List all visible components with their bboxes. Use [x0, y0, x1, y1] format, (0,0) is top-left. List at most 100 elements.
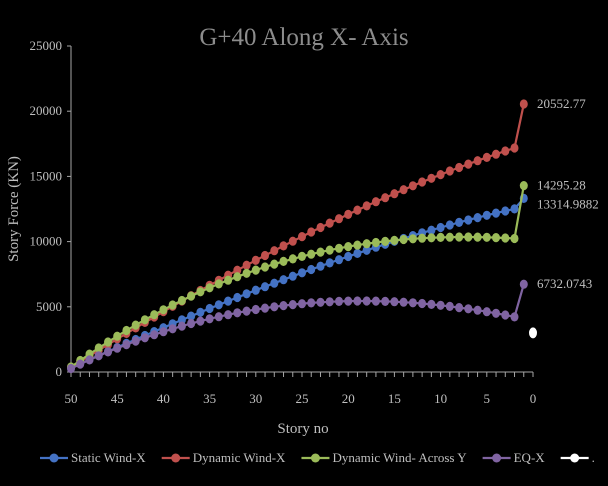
data-point	[233, 308, 242, 318]
data-point	[519, 181, 528, 191]
data-point	[362, 239, 371, 249]
data-point	[325, 218, 334, 228]
chart-title: G+40 Along X- Axis	[199, 24, 408, 51]
data-point	[418, 177, 427, 187]
data-point	[94, 351, 103, 361]
data-point	[214, 279, 223, 289]
data-point	[261, 282, 269, 292]
data-point	[501, 310, 510, 320]
data-point	[251, 255, 260, 265]
data-point	[436, 222, 445, 233]
data-point	[344, 296, 353, 306]
data-point	[353, 205, 362, 215]
data-point	[353, 296, 362, 306]
data-point	[261, 250, 269, 261]
data-point	[279, 256, 288, 266]
data-point	[316, 222, 325, 233]
data-point	[214, 300, 223, 310]
data-point	[371, 197, 380, 207]
x-tick-label: 0	[530, 391, 537, 406]
legend-marker	[570, 453, 580, 463]
legend: Static Wind-X Dynamic Wind-X Dynamic Wind-…	[40, 450, 595, 465]
series-4	[529, 327, 537, 339]
x-tick-label: 10	[434, 391, 447, 406]
data-point	[519, 99, 528, 109]
data-point	[344, 242, 353, 252]
data-point	[224, 296, 233, 306]
end-labels: 13314.9882 20552.77 14295.28 6732.0743	[537, 96, 599, 291]
legend-label: Dynamic Wind- Across Y	[332, 450, 467, 465]
data-point	[436, 300, 445, 310]
data-point	[94, 343, 103, 353]
data-point	[261, 262, 269, 272]
data-point	[501, 146, 510, 156]
data-point	[436, 170, 445, 180]
legend-label: .	[592, 450, 595, 465]
data-point	[335, 255, 343, 265]
data-point	[408, 234, 417, 244]
data-point	[307, 298, 316, 308]
y-axis-label: Story Force (KN)	[6, 156, 22, 262]
series-0	[67, 193, 528, 373]
data-point	[418, 298, 427, 309]
data-point	[224, 275, 233, 285]
data-label: 14295.28	[537, 178, 586, 193]
data-point	[464, 159, 473, 169]
data-point	[279, 241, 288, 251]
x-tick-label: 25	[296, 391, 309, 406]
x-tick-label: 40	[157, 391, 170, 406]
data-point	[85, 355, 94, 365]
data-point	[399, 234, 408, 245]
legend-item: Dynamic Wind-X	[161, 450, 286, 465]
data-point	[455, 303, 464, 313]
data-point	[177, 295, 186, 306]
data-point	[242, 289, 251, 299]
x-tick-label: 35	[203, 391, 216, 406]
data-point	[455, 232, 464, 242]
data-point	[510, 204, 519, 214]
data-point	[233, 272, 242, 282]
data-point	[473, 213, 482, 223]
data-point	[233, 265, 242, 275]
data-point	[510, 143, 519, 153]
x-tick-label: 5	[484, 391, 491, 406]
data-point	[270, 246, 279, 256]
data-point	[390, 297, 399, 307]
data-point	[510, 233, 519, 244]
data-point	[214, 312, 223, 322]
data-point	[187, 318, 196, 329]
data-point	[251, 304, 260, 315]
data-point	[288, 254, 297, 264]
data-point	[150, 310, 159, 320]
data-point	[381, 296, 390, 306]
data-point	[408, 298, 417, 308]
data-point	[104, 347, 112, 357]
x-axis-label: Story no	[277, 421, 328, 437]
data-point	[113, 331, 122, 341]
data-point	[196, 307, 205, 317]
data-point	[344, 251, 353, 262]
series-layer	[67, 99, 537, 374]
y-tick-label: 5000	[36, 299, 62, 314]
data-point	[131, 336, 140, 346]
data-point	[464, 232, 473, 242]
y-tick-label: 0	[56, 364, 63, 379]
data-point	[362, 245, 371, 255]
legend-label: Static Wind-X	[71, 450, 146, 465]
data-point	[76, 359, 85, 369]
data-point	[445, 301, 454, 311]
data-point	[242, 268, 251, 278]
data-point	[335, 214, 343, 224]
x-tick-label: 30	[249, 391, 262, 406]
data-point	[455, 162, 464, 173]
data-point	[325, 258, 334, 268]
y-tick-label: 20000	[30, 103, 63, 118]
data-point	[251, 265, 260, 275]
data-point	[482, 152, 491, 162]
series-2	[67, 181, 528, 372]
data-point	[371, 237, 380, 248]
data-point	[473, 156, 482, 166]
data-point	[473, 232, 482, 242]
